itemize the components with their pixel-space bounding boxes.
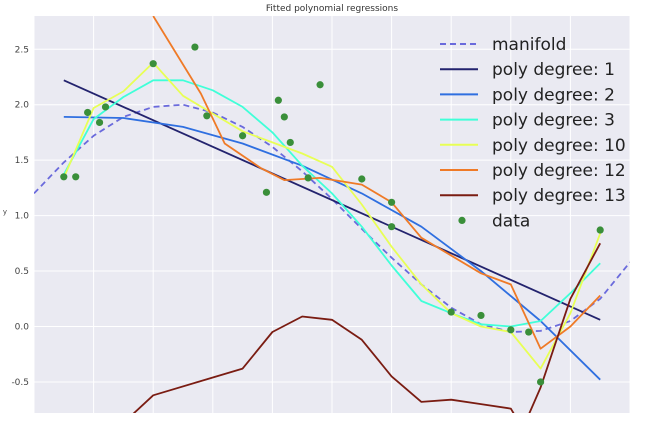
data-point [262,188,271,196]
legend-label: manifold [492,35,566,55]
data-point [60,173,68,181]
legend-label: data [492,211,530,231]
data-point [72,173,80,181]
legend-marker [458,216,466,224]
legend-label: poly degree: 2 [492,85,615,105]
data-point [525,328,533,336]
data-point [304,174,312,182]
legend-label: poly degree: 13 [492,186,626,206]
y-tick-label: 0.0 [15,323,30,333]
data-point [596,226,604,234]
y-tick-label: 1.5 [15,156,29,166]
data-point [191,43,199,51]
y-tick-labels: 2.5 2.0 1.5 1.0 0.5 0.0 -0.5 [11,45,29,388]
y-tick-label: 2.5 [15,45,29,55]
legend-label: poly degree: 1 [492,60,615,80]
data-point [203,112,211,120]
data-point [239,132,247,140]
data-point [447,308,455,316]
y-axis-label: y [3,208,7,216]
data-point [149,60,157,68]
y-tick-label: 0.5 [15,267,29,277]
data-point [95,118,104,127]
data-points [60,43,604,386]
series-line-poly-degree-12 [152,16,601,350]
legend-label: poly degree: 12 [492,161,626,181]
y-tick-label: -0.5 [11,378,29,388]
grid [33,16,631,413]
data-point [477,311,485,320]
data-point [388,223,396,231]
data-point [388,198,396,206]
legend-label: poly degree: 3 [492,111,615,131]
legend: manifold poly degree: 1 poly degree: 2 poly… [440,35,626,231]
chart-title: Fitted polynomial regressions [266,4,398,14]
data-point [316,81,324,89]
data-point [84,108,92,117]
data-point [274,96,282,104]
y-tick-label: 2.0 [15,101,30,111]
data-point [507,326,515,334]
series-line-poly-degree-1 [63,79,601,321]
data-point [358,175,366,183]
y-tick-label: 1.0 [15,212,30,222]
data-point [537,378,545,386]
series-line-poly-degree-13 [132,242,601,413]
data-point [280,113,288,121]
data-point [101,103,110,111]
legend-label: poly degree: 10 [492,136,626,156]
data-point [286,138,294,147]
